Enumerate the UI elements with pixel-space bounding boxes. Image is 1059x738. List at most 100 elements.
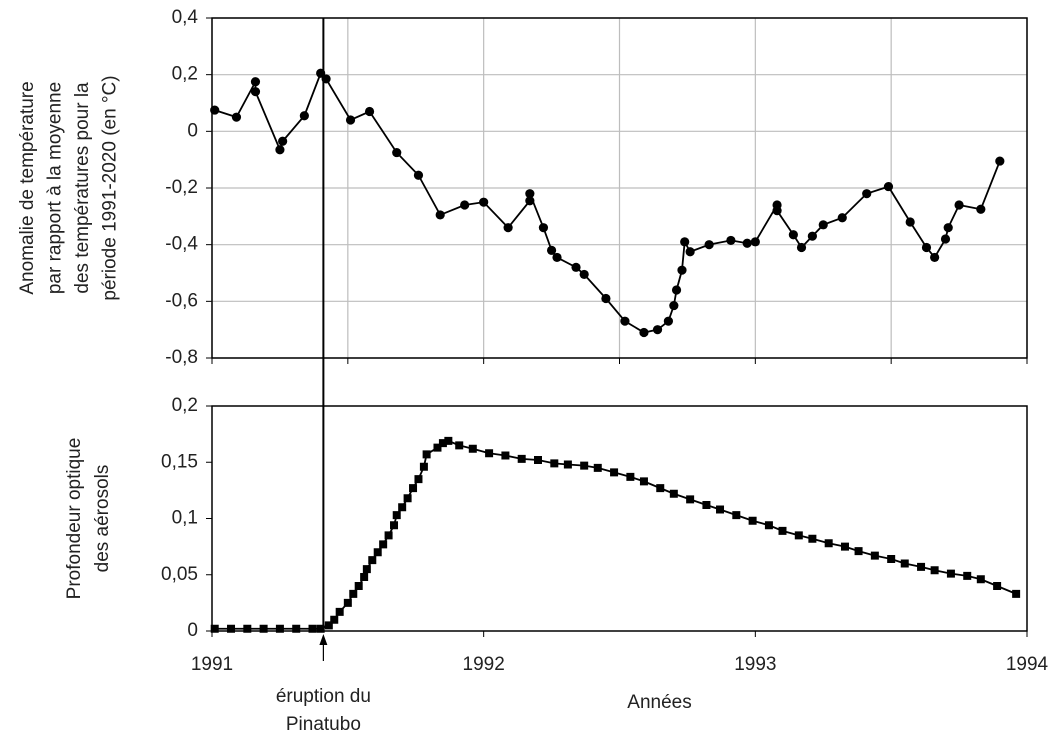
y-axis-label: des températures pour la: [72, 82, 93, 294]
x-tick-label: 1994: [1006, 654, 1049, 675]
data-point: [299, 111, 309, 121]
data-point: [716, 505, 725, 514]
y-tick-label: -0,6: [165, 290, 198, 311]
data-point: [534, 456, 542, 464]
data-point: [887, 555, 896, 563]
data-point: [343, 598, 352, 607]
eruption-arrow-head: [319, 634, 328, 645]
data-point: [384, 531, 393, 540]
data-point: [580, 461, 589, 470]
x-tick-label: 1991: [191, 654, 233, 675]
data-point: [930, 566, 939, 575]
data-point: [525, 189, 535, 199]
data-point: [468, 444, 477, 453]
data-point: [354, 582, 363, 590]
data-point: [460, 200, 470, 210]
data-point: [593, 463, 602, 472]
y-axis-label: par rapport à la moyenne: [45, 82, 66, 294]
data-point: [414, 475, 423, 484]
data-point: [324, 621, 333, 630]
data-point: [794, 531, 803, 540]
data-point: [433, 443, 442, 452]
data-point: [479, 197, 489, 207]
data-point: [390, 521, 399, 530]
data-point: [671, 285, 682, 295]
data-point: [685, 247, 695, 257]
data-point: [796, 242, 807, 253]
data-point: [807, 231, 817, 241]
data-point: [954, 200, 964, 210]
data-point: [571, 262, 581, 272]
y-tick-label: -0,8: [165, 347, 198, 368]
data-point: [392, 511, 401, 520]
data-point: [210, 624, 219, 633]
data-point: [652, 325, 663, 335]
data-point: [563, 460, 572, 469]
data-point: [485, 449, 494, 458]
annotation-text: Pinatubo: [286, 714, 361, 735]
y-tick-label: 0,15: [161, 451, 198, 472]
x-axis-label: Années: [627, 692, 691, 713]
data-point: [362, 565, 371, 574]
data-point: [503, 223, 513, 233]
data-point: [392, 147, 402, 158]
data-point: [335, 607, 344, 616]
data-point: [403, 494, 412, 503]
data-point: [250, 87, 261, 97]
data-point: [930, 252, 940, 263]
data-point: [601, 293, 611, 304]
data-point: [292, 624, 301, 633]
data-point: [231, 112, 242, 122]
data-point: [368, 556, 377, 565]
data-point: [946, 569, 955, 578]
x-tick-label: 1993: [734, 654, 776, 675]
data-point: [413, 170, 424, 180]
y-tick-label: 0,05: [161, 564, 198, 585]
data-point: [501, 451, 510, 460]
data-point: [438, 439, 447, 448]
y-tick-label: -0,4: [165, 234, 198, 255]
data-point: [1012, 589, 1021, 598]
data-point: [308, 624, 317, 633]
data-point: [626, 472, 635, 481]
data-point: [455, 441, 464, 450]
data-point: [963, 571, 972, 580]
data-point: [778, 526, 787, 535]
data-point: [444, 436, 453, 445]
data-point: [862, 189, 872, 199]
y-tick-label: 0: [187, 120, 198, 141]
series-line: [214, 71, 1001, 334]
data-point: [379, 540, 388, 549]
data-point: [656, 484, 665, 493]
data-point: [360, 573, 369, 581]
data-point: [921, 242, 932, 253]
data-point: [748, 516, 757, 525]
data-point: [995, 156, 1005, 166]
data-point: [669, 489, 678, 498]
data-point: [854, 547, 863, 556]
annotation-text: éruption du: [276, 686, 371, 707]
data-point: [409, 484, 418, 493]
data-point: [639, 327, 649, 338]
data-point: [840, 542, 849, 551]
data-point: [917, 562, 926, 571]
data-point: [940, 234, 951, 244]
data-point: [525, 196, 535, 206]
data-point: [517, 454, 526, 463]
data-point: [373, 548, 382, 557]
data-point: [993, 582, 1002, 590]
data-point: [210, 105, 220, 115]
data-point: [345, 115, 356, 125]
data-point: [764, 521, 773, 530]
data-point: [538, 223, 549, 233]
data-point: [227, 624, 236, 633]
data-point: [275, 624, 284, 633]
data-point: [330, 615, 339, 624]
y-axis-label: Profondeur optique: [64, 438, 85, 600]
data-point: [620, 316, 630, 326]
data-point: [943, 223, 953, 233]
data-point: [422, 450, 431, 459]
y-tick-label: 0,2: [172, 64, 198, 85]
data-point: [680, 237, 690, 247]
